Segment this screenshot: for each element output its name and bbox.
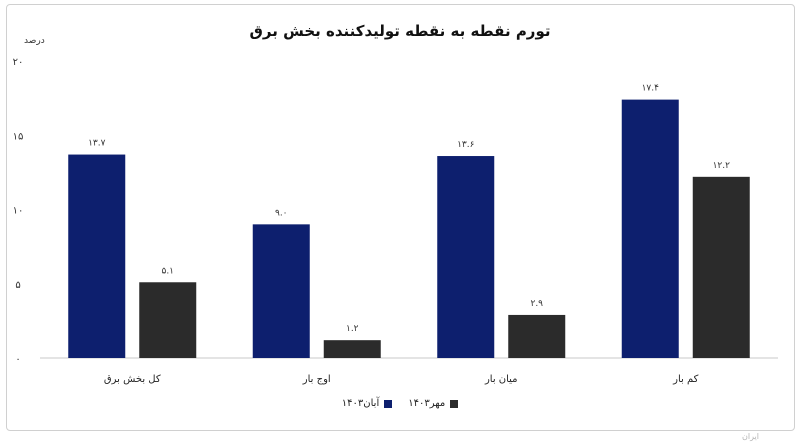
bar-aban-1403 — [252, 224, 310, 358]
data-label: ۵.۱ — [161, 266, 174, 276]
legend-item-aban-1403: آبان۱۴۰۳ — [341, 398, 393, 409]
bar-mehr-1403 — [508, 314, 566, 358]
y-tick-label: ۵ — [15, 280, 20, 291]
legend-item-mehr-1403: مهر۱۴۰۳ — [408, 398, 459, 409]
y-tick-label: ۲۰ — [13, 57, 24, 68]
data-label: ۲.۹ — [530, 299, 543, 309]
x-category-label: اوج بار — [302, 374, 331, 385]
source-credit: ایران — [742, 432, 759, 441]
data-label: ۱۲.۲ — [713, 161, 731, 171]
bar-aban-1403 — [68, 154, 126, 358]
legend-swatch-aban-1403 — [384, 399, 393, 408]
bar-mehr-1403 — [323, 340, 381, 358]
data-label: ۱۳.۷ — [88, 139, 106, 149]
x-category-label: کل بخش برق — [104, 374, 161, 385]
bar-mehr-1403 — [692, 176, 750, 358]
bar-aban-1403 — [437, 156, 495, 358]
data-label: ۱.۲ — [346, 324, 359, 334]
chart-title: تورم نقطه به نقطه تولیدکننده بخش برق — [249, 22, 551, 40]
y-tick-label: ۱۰ — [13, 206, 24, 217]
y-tick-label: ۱۵ — [13, 131, 24, 142]
bar-mehr-1403 — [139, 282, 197, 358]
legend-label-mehr-1403: مهر۱۴۰۳ — [408, 398, 446, 409]
data-label: ۱۳.۶ — [457, 140, 475, 150]
x-category-label: کم بار — [672, 374, 698, 385]
y-tick-label: ۰ — [15, 354, 20, 365]
chart-legend: آبان۱۴۰۳ مهر۱۴۰۳ — [0, 398, 800, 409]
data-label: ۹.۰ — [275, 208, 288, 218]
data-label: ۱۷.۴ — [642, 84, 660, 94]
x-category-label: میان بار — [484, 374, 518, 385]
legend-label-aban-1403: آبان۱۴۰۳ — [341, 398, 380, 409]
legend-swatch-mehr-1403 — [450, 399, 459, 408]
y-axis-unit-label: درصد — [24, 36, 45, 46]
bar-aban-1403 — [621, 99, 679, 359]
